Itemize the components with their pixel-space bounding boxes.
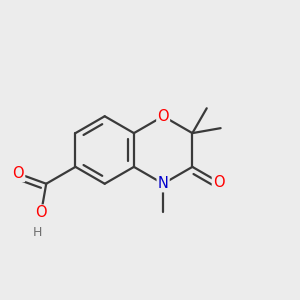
Text: O: O	[35, 206, 47, 220]
Text: O: O	[13, 166, 24, 181]
Text: O: O	[213, 175, 224, 190]
Text: O: O	[157, 109, 169, 124]
Text: N: N	[158, 176, 169, 191]
Text: H: H	[33, 226, 42, 239]
